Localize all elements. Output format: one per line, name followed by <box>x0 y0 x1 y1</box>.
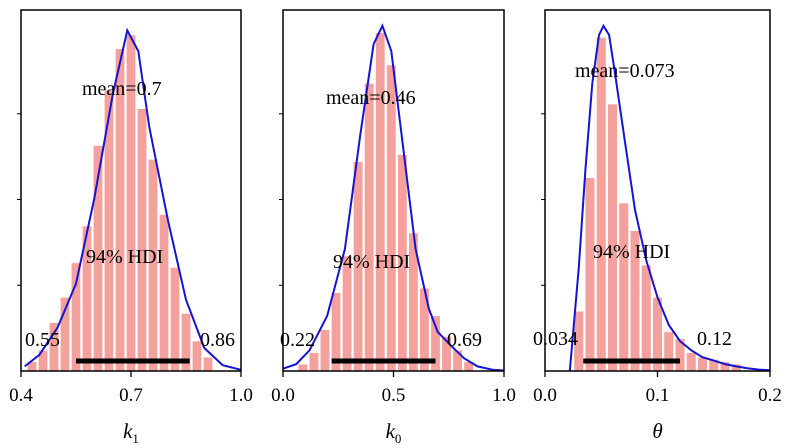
histogram-bar <box>663 331 674 372</box>
histogram-bar <box>596 37 607 372</box>
histogram-bar <box>297 363 308 372</box>
x-tick-label: 0.2 <box>758 385 782 406</box>
hdi-low-label: 0.22 <box>280 329 315 351</box>
hdi-label: 94% HDI <box>593 241 670 263</box>
histogram-bar <box>170 267 181 372</box>
hdi-low-label: 0.034 <box>533 328 578 350</box>
x-tick-label: 0.5 <box>382 385 406 406</box>
histogram-bar <box>607 103 618 372</box>
histogram-bar <box>375 32 386 372</box>
histogram-bar <box>342 255 353 372</box>
mean-label: mean=0.7 <box>82 78 162 100</box>
x-tick-label: 1.0 <box>492 385 516 406</box>
hdi-label: 94% HDI <box>333 251 410 273</box>
x-tick-label: 1.0 <box>229 385 253 406</box>
mean-label: mean=0.46 <box>326 87 416 109</box>
hdi-label: 94% HDI <box>86 246 163 268</box>
kde-line <box>282 23 505 372</box>
x-axis-label: k0 <box>386 419 402 446</box>
x-axis-label: k1 <box>123 419 139 446</box>
panel-3: 0.0 0.1 0.2 mean=0.073 94% HDI 0.034 0.12 θ <box>533 9 782 443</box>
histogram-bar <box>584 177 596 372</box>
histogram-bar <box>452 349 463 372</box>
panel-1: 0.4 0.7 1.0 mean=0.7 94% HDI 0.55 0.86 k1 <box>9 9 253 446</box>
x-axis-label-subscript: 0 <box>395 431 402 446</box>
x-axis-label-subscript: 1 <box>132 431 139 446</box>
hdi-high-label: 0.69 <box>447 329 482 351</box>
histogram-bar <box>686 352 697 372</box>
mean-label: mean=0.073 <box>575 60 675 82</box>
histogram-bar <box>137 108 148 372</box>
hdi-high-label: 0.86 <box>200 329 235 351</box>
hdi-low-label: 0.55 <box>25 329 60 351</box>
histogram-bar <box>308 352 319 372</box>
hdi-high-label: 0.12 <box>697 328 732 350</box>
histogram-bar <box>364 83 375 372</box>
histogram-bar <box>203 356 214 372</box>
x-tick-label: 0.1 <box>646 385 670 406</box>
panel-2: 0.0 0.5 1.0 mean=0.46 94% HDI 0.22 0.69 k0 <box>271 9 516 446</box>
kde-line <box>24 27 242 371</box>
histogram-bar <box>386 64 397 372</box>
histogram-bar <box>618 202 629 372</box>
x-tick-label: 0.0 <box>271 385 295 406</box>
histogram-bar <box>319 329 331 372</box>
x-tick-label: 0.0 <box>533 385 557 406</box>
x-tick-label: 0.7 <box>119 385 143 406</box>
x-axis-label: θ <box>652 419 662 443</box>
kde-line <box>568 23 771 372</box>
histogram-bar <box>159 214 170 372</box>
histogram-bar <box>641 264 652 372</box>
x-tick-label: 0.4 <box>9 385 33 406</box>
histogram-bar <box>697 356 708 372</box>
